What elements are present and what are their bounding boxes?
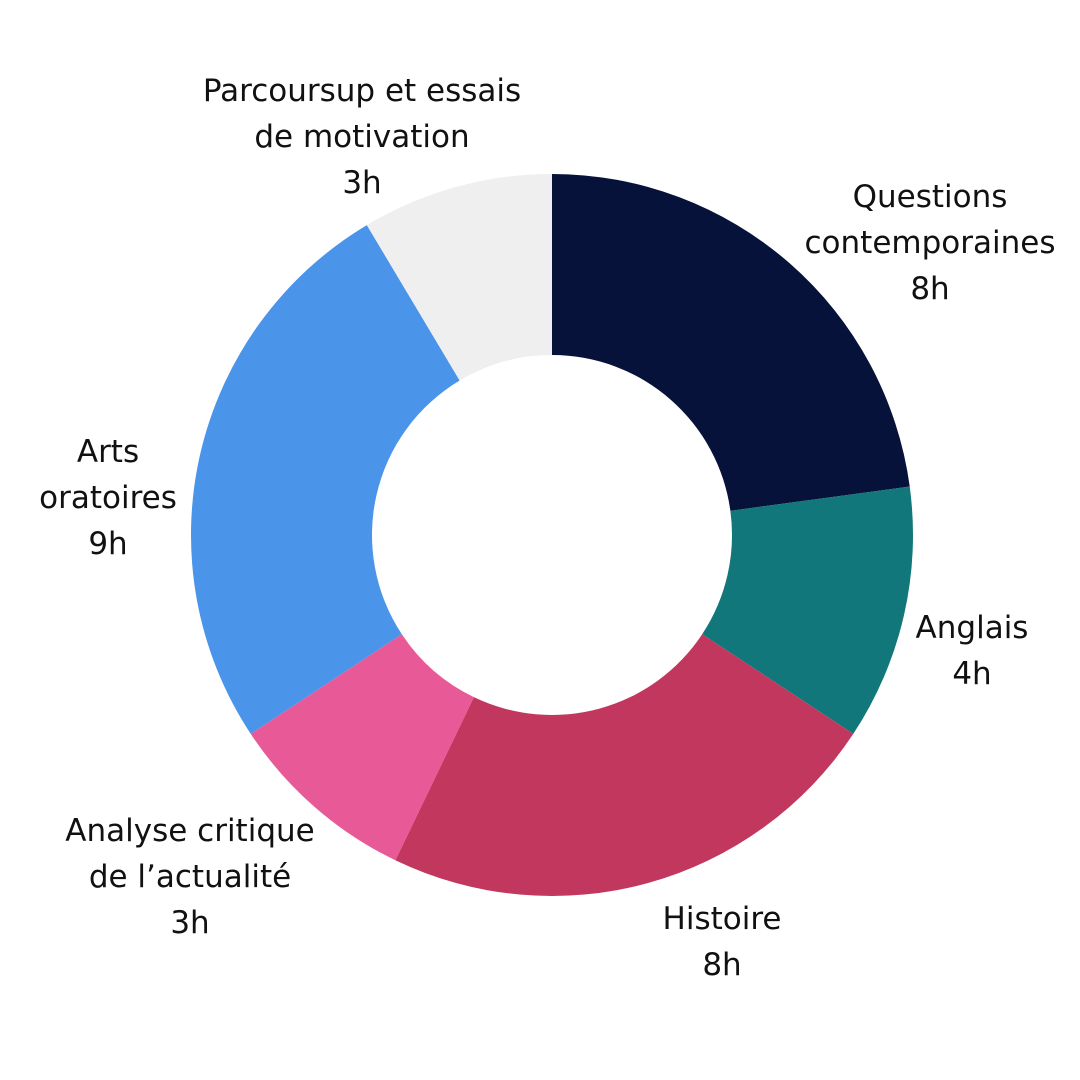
slice-label-histoire: Histoire 8h [663,901,782,983]
slice-value-label: 8h [910,271,949,307]
slice-label-parcoursup-et-essais-de-motivation: Parcoursup et essais de motivation 3h [203,73,521,201]
slice-analyse-critique-de-l-actualite [250,634,474,861]
slice-label-questions-contemporaines: Questions contemporaines 8h [805,179,1056,307]
slice-label-analyse-critique-de-l-actualite: Analyse critique de l’actualité 3h [65,813,314,941]
slice-value-label: 9h [88,526,127,562]
slice-name-label: contemporaines [805,225,1056,261]
slice-name-label: Anglais [916,610,1029,646]
slice-histoire [395,634,854,896]
slice-name-label: de motivation [254,119,469,155]
slice-questions-contemporaines [552,174,910,511]
slice-label-anglais: Anglais 4h [916,610,1029,692]
slice-name-label: oratoires [39,480,177,516]
slice-labels: Questions contemporaines 8h Anglais 4h Histoi… [39,73,1055,983]
slice-name-label: de l’actualité [89,859,291,895]
slice-name-label: Questions [853,179,1008,215]
slice-value-label: 4h [952,656,991,692]
slice-anglais [702,486,913,734]
slice-name-label: Histoire [663,901,782,937]
slice-label-arts-oratoires: Arts oratoires 9h [39,434,177,562]
slice-name-label: Parcoursup et essais [203,73,521,109]
donut-slices [191,174,913,896]
slice-value-label: 3h [170,905,209,941]
slice-name-label: Arts [77,434,139,470]
slice-value-label: 8h [702,947,741,983]
slice-arts-oratoires [191,225,460,734]
slice-value-label: 3h [342,165,381,201]
slice-parcoursup-et-essais-de-motivation [366,174,552,381]
slice-name-label: Analyse critique [65,813,314,849]
